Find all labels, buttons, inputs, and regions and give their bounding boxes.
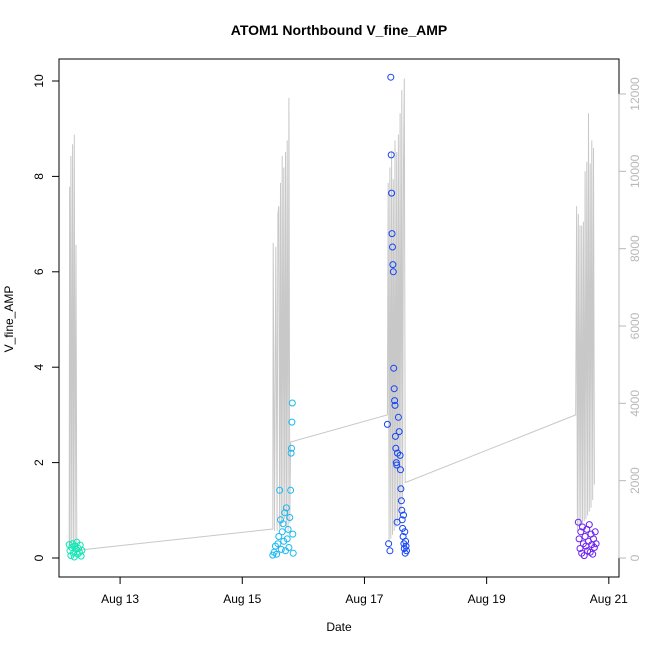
data-point: [275, 533, 283, 540]
data-point: [383, 420, 391, 428]
data-point: [388, 189, 396, 197]
data-point: [402, 542, 410, 550]
data-point: [284, 525, 292, 533]
data-point: [75, 545, 82, 552]
data-point: [403, 547, 410, 555]
data-point: [276, 486, 284, 494]
plot-frame: [58, 58, 620, 578]
data-point: [590, 544, 598, 551]
data-point: [386, 547, 394, 555]
y-right-tick-label: 8000: [628, 235, 642, 262]
x-tick-label: Aug 15: [223, 592, 261, 606]
data-point: [389, 268, 397, 276]
data-point: [278, 528, 286, 536]
data-point: [288, 444, 295, 452]
data-point: [397, 497, 405, 505]
data-point: [283, 535, 291, 543]
y-axis-label: V_fine_AMP: [2, 286, 16, 353]
data-point: [273, 550, 281, 558]
data-point: [390, 385, 398, 393]
data-point: [390, 364, 398, 372]
data-point: [282, 504, 290, 512]
x-axis-label: Date: [326, 620, 352, 634]
point-layer: [65, 73, 600, 561]
data-point: [397, 485, 405, 493]
y-tick-label: 6: [32, 268, 46, 275]
data-point: [274, 540, 282, 548]
y-right-tick-label: 6000: [628, 312, 642, 339]
data-point: [397, 466, 404, 474]
data-point: [389, 261, 397, 269]
data-point: [286, 514, 294, 521]
x-tick-label: Aug 19: [468, 592, 506, 606]
data-point: [592, 540, 600, 548]
data-point: [398, 516, 406, 524]
y-right-tick-label: 2000: [628, 467, 642, 494]
x-tick-label: Aug 17: [345, 592, 383, 606]
data-point: [580, 552, 588, 560]
data-point: [395, 428, 403, 436]
data-point: [279, 520, 287, 528]
y-tick-label: 2: [32, 459, 46, 466]
y-tick-label: 10: [32, 74, 46, 88]
y-tick-label: 8: [32, 173, 46, 180]
data-point: [589, 550, 597, 558]
data-point: [585, 521, 593, 529]
data-point: [388, 230, 396, 238]
data-point: [392, 444, 400, 452]
data-point: [277, 545, 285, 553]
data-point: [402, 537, 410, 545]
data-point: [391, 432, 399, 440]
y-right-tick-label: 12000: [628, 77, 642, 111]
data-point: [385, 540, 393, 548]
y-right-tick-label: 0: [628, 554, 642, 561]
data-point: [400, 511, 407, 519]
y-right-tick-label: 10000: [628, 154, 642, 188]
data-point: [281, 509, 289, 517]
data-point: [591, 528, 599, 536]
x-axis: Aug 13 Aug 15 Aug 17 Aug 19 Aug 21: [101, 576, 628, 606]
x-tick-label: Aug 13: [101, 592, 139, 606]
data-point: [287, 486, 295, 494]
y-axis-right: 0 2000 4000 6000 8000 10000 12000: [618, 77, 642, 561]
y-tick-label: 4: [32, 364, 46, 371]
data-point: [576, 545, 584, 552]
data-point: [288, 418, 296, 426]
data-point: [392, 459, 400, 467]
data-point: [391, 397, 399, 405]
data-point: [389, 243, 396, 251]
series-line: [68, 78, 595, 551]
data-point: [287, 449, 295, 457]
data-point: [387, 151, 395, 159]
data-point: [394, 413, 402, 421]
data-point: [387, 73, 395, 81]
y-axis: 0 2 4 6 8 10: [32, 74, 60, 561]
data-point: [575, 535, 583, 543]
chart-title: ATOM1 Northbound V_fine_AMP: [231, 22, 447, 38]
data-point: [401, 528, 409, 536]
data-point: [289, 530, 297, 538]
data-point: [393, 461, 401, 469]
data-point: [78, 546, 86, 554]
data-point: [289, 549, 297, 557]
data-point: [398, 506, 406, 514]
data-point: [577, 528, 585, 536]
data-point: [285, 544, 293, 551]
data-point: [574, 518, 582, 526]
data-point: [396, 451, 404, 459]
data-point: [391, 401, 399, 409]
x-tick-label: Aug 21: [590, 592, 628, 606]
data-point: [581, 533, 589, 540]
line-layer: [68, 78, 595, 551]
y-tick-label: 0: [32, 554, 46, 561]
data-point: [288, 399, 296, 407]
y-right-tick-label: 4000: [628, 390, 642, 417]
